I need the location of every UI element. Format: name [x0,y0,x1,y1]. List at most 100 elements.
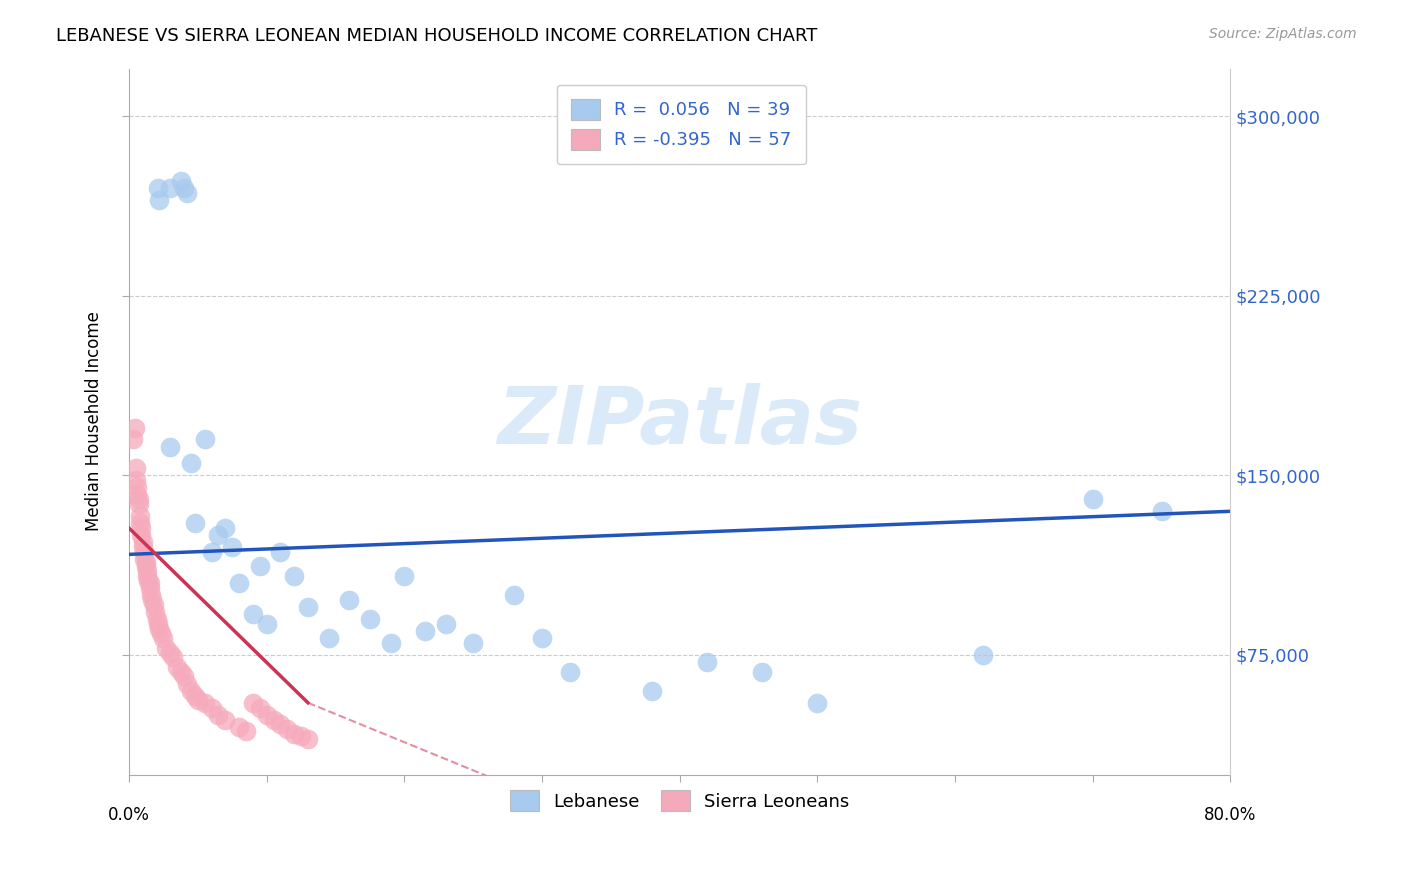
Point [173,181,195,195]
Point [128,497,150,511]
Point [242,607,264,622]
Point [180,683,202,698]
Point [249,700,271,714]
Text: 80.0%: 80.0% [1204,806,1257,824]
Point [207,528,229,542]
Point [276,722,298,736]
Point [751,665,773,679]
Point [228,720,250,734]
Point [129,509,152,524]
Point [290,729,312,743]
Point [127,487,149,501]
Point [132,535,155,549]
Point [148,193,170,207]
Point [132,540,155,554]
Point [380,636,402,650]
Point [125,461,148,475]
Text: LEBANESE VS SIERRA LEONEAN MEDIAN HOUSEHOLD INCOME CORRELATION CHART: LEBANESE VS SIERRA LEONEAN MEDIAN HOUSEH… [56,27,818,45]
Point [136,574,159,588]
Point [641,683,664,698]
Point [194,696,217,710]
Point [146,616,169,631]
Point [170,665,193,679]
Point [148,622,170,636]
Point [129,516,152,531]
Point [434,616,457,631]
Point [558,665,581,679]
Point [139,588,162,602]
Point [173,669,195,683]
Point [131,521,153,535]
Point [166,660,188,674]
Point [135,564,157,578]
Point [159,646,181,660]
Legend: Lebanese, Sierra Leoneans: Lebanese, Sierra Leoneans [502,783,856,819]
Point [143,605,166,619]
Point [242,696,264,710]
Point [134,552,156,566]
Point [263,713,285,727]
Point [297,731,319,746]
Point [283,727,305,741]
Point [297,600,319,615]
Point [146,181,169,195]
Point [200,545,222,559]
Point [134,559,156,574]
Text: Source: ZipAtlas.com: Source: ZipAtlas.com [1209,27,1357,41]
Point [256,707,278,722]
Point [131,528,153,542]
Point [145,612,167,626]
Point [176,676,198,690]
Point [122,433,145,447]
Y-axis label: Median Household Income: Median Household Income [86,311,103,532]
Point [187,693,209,707]
Point [214,713,236,727]
Point [221,540,243,554]
Point [124,420,146,434]
Point [159,181,181,195]
Point [318,631,340,645]
Point [394,569,416,583]
Point [249,559,271,574]
Point [503,588,526,602]
Point [149,626,172,640]
Point [806,696,828,710]
Point [152,631,174,645]
Point [138,576,160,591]
Point [530,631,553,645]
Point [176,186,198,200]
Text: 0.0%: 0.0% [108,806,150,824]
Text: ZIPatlas: ZIPatlas [498,383,862,460]
Point [1150,504,1173,518]
Point [142,598,165,612]
Point [194,433,217,447]
Point [359,612,381,626]
Point [283,569,305,583]
Point [696,655,718,669]
Point [200,700,222,714]
Point [170,174,193,188]
Point [128,492,150,507]
Point [413,624,436,638]
Point [135,569,157,583]
Point [256,616,278,631]
Point [184,689,207,703]
Point [269,717,291,731]
Point [138,581,160,595]
Point [463,636,485,650]
Point [214,521,236,535]
Point [134,545,156,559]
Point [235,724,257,739]
Point [269,545,291,559]
Point [207,707,229,722]
Point [337,592,360,607]
Point [1081,492,1104,507]
Point [162,650,184,665]
Point [180,457,202,471]
Point [228,576,250,591]
Point [159,440,181,454]
Point [125,473,148,487]
Point [127,480,149,494]
Point [155,640,177,655]
Point [972,648,994,662]
